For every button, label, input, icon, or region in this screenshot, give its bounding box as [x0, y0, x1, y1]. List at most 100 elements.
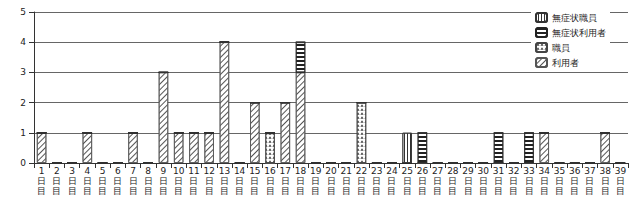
- svg-text:目: 目: [250, 186, 259, 196]
- svg-text:日: 日: [174, 176, 183, 186]
- svg-text:日: 日: [342, 176, 351, 186]
- svg-text:3: 3: [20, 67, 26, 77]
- svg-text:目: 目: [464, 186, 473, 196]
- svg-text:21: 21: [341, 166, 352, 176]
- svg-text:目: 目: [433, 186, 442, 196]
- svg-text:2: 2: [54, 166, 60, 176]
- svg-text:10: 10: [173, 166, 185, 176]
- svg-text:目: 目: [52, 186, 61, 196]
- svg-text:日: 日: [525, 176, 534, 186]
- svg-text:日: 日: [83, 176, 92, 186]
- svg-text:職員: 職員: [552, 43, 570, 53]
- svg-text:17: 17: [280, 166, 291, 176]
- svg-text:目: 目: [540, 186, 549, 196]
- svg-text:日: 日: [281, 176, 290, 186]
- svg-text:15: 15: [249, 166, 260, 176]
- svg-text:24: 24: [386, 166, 398, 176]
- svg-text:日: 日: [98, 176, 107, 186]
- svg-text:8: 8: [145, 166, 151, 176]
- svg-text:11: 11: [188, 166, 199, 176]
- svg-text:日: 日: [372, 176, 381, 186]
- svg-text:目: 目: [525, 186, 534, 196]
- svg-text:目: 目: [220, 186, 229, 196]
- svg-text:目: 目: [296, 186, 305, 196]
- svg-text:7: 7: [130, 166, 136, 176]
- svg-text:日: 日: [266, 176, 275, 186]
- svg-text:目: 目: [494, 186, 503, 196]
- svg-text:目: 目: [570, 186, 579, 196]
- svg-text:目: 目: [509, 186, 518, 196]
- svg-text:日: 日: [570, 176, 579, 186]
- svg-text:目: 目: [357, 186, 366, 196]
- svg-text:目: 目: [387, 186, 396, 196]
- svg-text:4: 4: [84, 166, 90, 176]
- svg-text:36: 36: [569, 166, 581, 176]
- svg-text:目: 目: [585, 186, 594, 196]
- svg-text:日: 日: [601, 176, 610, 186]
- svg-text:目: 目: [479, 186, 488, 196]
- svg-text:日: 日: [52, 176, 61, 186]
- svg-text:日: 日: [159, 176, 168, 186]
- svg-text:32: 32: [508, 166, 519, 176]
- svg-text:22: 22: [356, 166, 367, 176]
- svg-text:日: 日: [585, 176, 594, 186]
- svg-text:日: 日: [37, 176, 46, 186]
- svg-text:3: 3: [69, 166, 75, 176]
- svg-text:16: 16: [264, 166, 276, 176]
- svg-text:37: 37: [584, 166, 595, 176]
- svg-text:日: 日: [235, 176, 244, 186]
- svg-text:23: 23: [371, 166, 382, 176]
- svg-text:39: 39: [615, 166, 627, 176]
- svg-text:目: 目: [113, 186, 122, 196]
- svg-text:日: 日: [387, 176, 396, 186]
- svg-text:目: 目: [205, 186, 214, 196]
- svg-text:日: 日: [418, 176, 427, 186]
- svg-text:38: 38: [599, 166, 611, 176]
- svg-text:目: 目: [555, 186, 564, 196]
- svg-text:日: 日: [250, 176, 259, 186]
- svg-text:目: 目: [601, 186, 610, 196]
- svg-text:目: 目: [235, 186, 244, 196]
- svg-text:目: 目: [37, 186, 46, 196]
- svg-text:14: 14: [234, 166, 246, 176]
- svg-text:日: 日: [357, 176, 366, 186]
- svg-text:31: 31: [493, 166, 504, 176]
- svg-text:27: 27: [432, 166, 443, 176]
- svg-text:目: 目: [68, 186, 77, 196]
- svg-text:目: 目: [266, 186, 275, 196]
- svg-text:無症状利用者: 無症状利用者: [552, 28, 606, 38]
- svg-text:目: 目: [403, 186, 412, 196]
- svg-text:目: 目: [448, 186, 457, 196]
- svg-text:目: 目: [98, 186, 107, 196]
- svg-text:日: 日: [494, 176, 503, 186]
- svg-text:20: 20: [325, 166, 337, 176]
- svg-text:35: 35: [554, 166, 565, 176]
- svg-text:13: 13: [219, 166, 230, 176]
- svg-text:30: 30: [478, 166, 490, 176]
- svg-text:目: 目: [83, 186, 92, 196]
- svg-text:34: 34: [539, 166, 551, 176]
- svg-text:目: 目: [327, 186, 336, 196]
- svg-text:無症状職員: 無症状職員: [552, 13, 597, 23]
- svg-text:1: 1: [20, 128, 26, 138]
- svg-text:28: 28: [447, 166, 459, 176]
- svg-text:目: 目: [159, 186, 168, 196]
- svg-text:日: 日: [509, 176, 518, 186]
- svg-text:日: 日: [220, 176, 229, 186]
- svg-text:日: 日: [296, 176, 305, 186]
- svg-text:日: 日: [327, 176, 336, 186]
- svg-text:4: 4: [20, 37, 26, 47]
- svg-text:25: 25: [401, 166, 412, 176]
- svg-text:目: 目: [311, 186, 320, 196]
- svg-text:目: 目: [189, 186, 198, 196]
- svg-text:日: 日: [448, 176, 457, 186]
- svg-text:18: 18: [295, 166, 307, 176]
- svg-text:日: 日: [616, 176, 625, 186]
- svg-text:26: 26: [417, 166, 429, 176]
- svg-text:日: 日: [189, 176, 198, 186]
- svg-text:日: 日: [205, 176, 214, 186]
- svg-text:5: 5: [20, 7, 26, 17]
- svg-text:1: 1: [39, 166, 45, 176]
- svg-text:12: 12: [203, 166, 214, 176]
- svg-text:日: 日: [464, 176, 473, 186]
